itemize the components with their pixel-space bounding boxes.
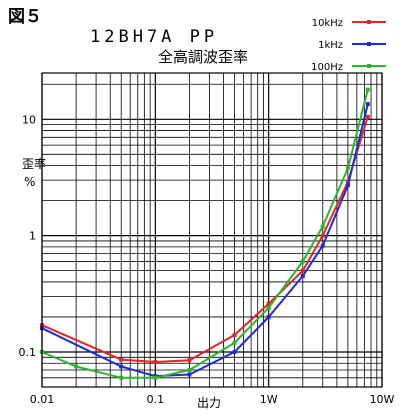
data-point (300, 259, 305, 264)
data-point (365, 114, 370, 119)
data-point (365, 102, 370, 107)
chart-title: 12BH7A PP (90, 27, 218, 47)
data-point (187, 367, 192, 372)
y-axis-label-line2: % (24, 175, 35, 189)
data-point (153, 360, 158, 365)
legend-label: 100Hz (311, 62, 343, 73)
data-point (300, 273, 305, 278)
legend-marker (367, 20, 371, 24)
grid (41, 73, 383, 388)
data-point (266, 301, 271, 306)
plot-frame (41, 72, 383, 388)
data-point (300, 268, 305, 273)
data-point (74, 364, 79, 369)
legend-label: 1kHz (318, 40, 343, 51)
data-point (320, 243, 325, 248)
figure-label: 図５ (8, 7, 42, 27)
data-point (119, 375, 124, 380)
x-tick-label: 1W (260, 393, 278, 406)
tick-labels: 0.01 0.1 1W 10W 0.1 1 10 (19, 113, 395, 406)
x-tick-label: 0.01 (30, 393, 55, 406)
legend-label: 10kHz (312, 18, 343, 29)
legend-marker (367, 64, 371, 68)
legend-marker (367, 42, 371, 46)
data-point (232, 349, 237, 354)
series-layer (40, 87, 370, 380)
data-point (320, 233, 325, 238)
chart-subtitle: 全高調波歪率 (158, 48, 248, 66)
x-tick-label: 10W (370, 393, 395, 406)
y-tick-label: 1 (29, 230, 36, 243)
data-point (266, 305, 271, 310)
series-line-1kHz (41, 103, 369, 378)
y-tick-label: 10 (22, 113, 36, 126)
y-tick-label: 0.1 (19, 346, 37, 359)
x-axis-label: 出力 (197, 396, 221, 410)
data-point (266, 314, 271, 319)
series-line-100Hz (41, 89, 369, 379)
data-point (365, 87, 370, 92)
y-axis-label-line1: 歪率 (22, 156, 46, 171)
data-point (345, 166, 350, 171)
data-point (187, 372, 192, 377)
series-line-10kHz (41, 116, 369, 363)
data-point (232, 332, 237, 337)
data-point (345, 183, 350, 188)
data-point (232, 340, 237, 345)
data-point (119, 364, 124, 369)
data-point (320, 224, 325, 229)
data-point (153, 375, 158, 380)
data-point (187, 358, 192, 363)
legend: 10kHz 1kHz 100Hz (311, 18, 386, 73)
x-tick-label: 0.1 (147, 393, 165, 406)
data-point (119, 357, 124, 362)
